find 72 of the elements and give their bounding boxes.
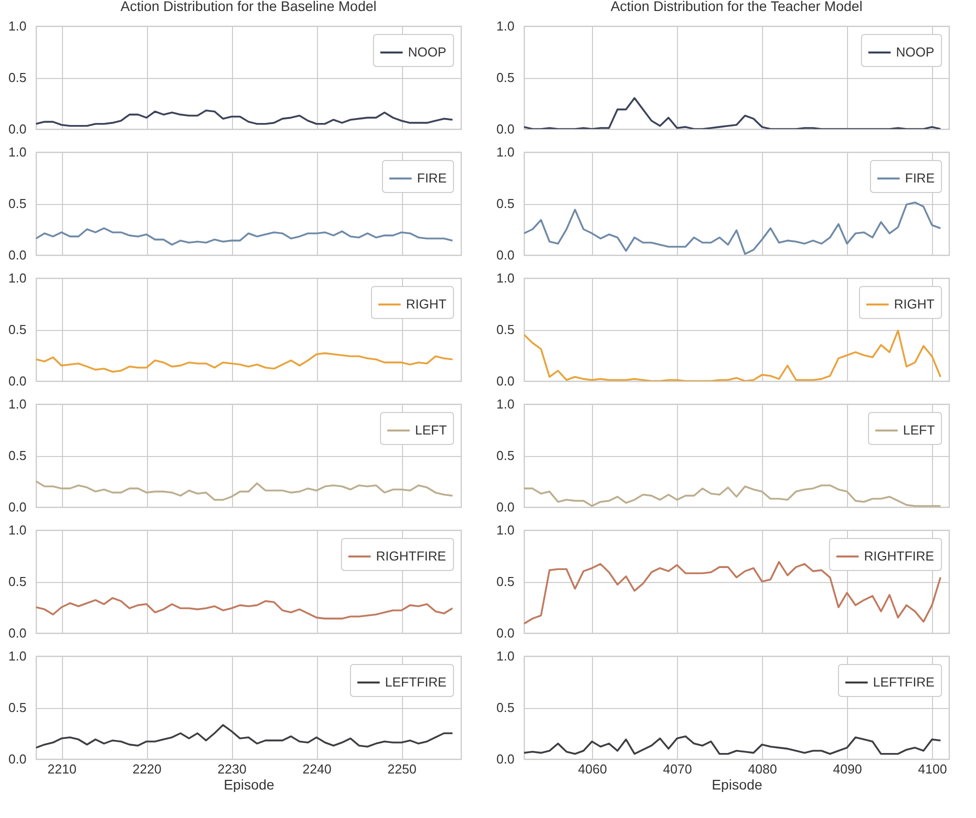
- y-tick-label: 1.0: [496, 144, 514, 160]
- y-tick-label: 1.0: [8, 522, 26, 538]
- legend-label: NOOP: [896, 44, 934, 60]
- y-tick-label: 0.5: [496, 448, 514, 463]
- line-series: [36, 480, 454, 501]
- legend-label: LEFTFIRE: [385, 674, 447, 690]
- y-tick-label: 0.5: [8, 70, 26, 85]
- y-tick-label: 1.0: [496, 270, 514, 286]
- line-series: [36, 110, 454, 127]
- legend-label: RIGHT: [894, 296, 934, 312]
- line-series: [36, 597, 454, 620]
- y-tick-label: 0.0: [8, 248, 26, 262]
- y-tick-label: 0.0: [8, 626, 26, 640]
- chart-title: Action Distribution for the Baseline Model: [120, 0, 377, 14]
- line-series: [524, 97, 942, 129]
- y-tick-label: 1.0: [8, 396, 26, 412]
- line-series: [36, 227, 454, 246]
- y-tick-label: 0.0: [8, 122, 26, 136]
- y-tick-label: 0.0: [496, 500, 514, 514]
- y-tick-label: 0.0: [496, 752, 514, 766]
- legend-label: FIRE: [905, 170, 935, 186]
- x-tick-label: 2230: [218, 762, 246, 776]
- x-tick-label: 4060: [578, 762, 607, 776]
- y-tick-label: 1.0: [8, 648, 26, 664]
- y-tick-label: 1.0: [496, 396, 514, 412]
- chart-title: Action Distribution for the Teacher Model: [610, 0, 862, 14]
- y-tick-label: 0.5: [496, 196, 514, 211]
- line-series: [524, 484, 942, 507]
- line-series: [524, 202, 942, 255]
- line-series: [524, 561, 942, 625]
- y-tick-label: 0.0: [8, 374, 26, 388]
- x-tick-label: 2220: [132, 762, 162, 776]
- y-tick-label: 0.5: [8, 574, 26, 589]
- y-tick-label: 1.0: [496, 18, 514, 34]
- y-tick-label: 0.5: [496, 700, 514, 715]
- legend-label: LEFT: [415, 422, 447, 438]
- y-tick-label: 0.0: [496, 122, 514, 136]
- line-series: [524, 735, 942, 755]
- x-tick-label: 4070: [663, 762, 692, 776]
- x-tick-label: 4100: [918, 762, 947, 776]
- y-tick-label: 0.0: [496, 248, 514, 262]
- y-tick-label: 0.5: [496, 322, 514, 337]
- y-tick-label: 0.5: [8, 700, 26, 715]
- y-tick-label: 0.5: [8, 322, 26, 337]
- x-tick-label: 2250: [388, 762, 416, 776]
- legend-label: NOOP: [408, 44, 446, 60]
- y-tick-label: 1.0: [8, 18, 26, 34]
- x-tick-label: 2210: [48, 762, 76, 776]
- x-tick-label: 2240: [302, 762, 332, 776]
- legend-label: RIGHT: [406, 296, 446, 312]
- y-tick-label: 0.5: [8, 448, 26, 463]
- y-tick-label: 0.5: [8, 196, 26, 211]
- y-tick-label: 0.5: [496, 574, 514, 589]
- y-tick-label: 1.0: [496, 648, 514, 664]
- legend-label: RIGHTFIRE: [864, 548, 934, 564]
- y-tick-label: 0.5: [496, 70, 514, 85]
- y-tick-label: 0.0: [496, 374, 514, 388]
- y-tick-label: 1.0: [496, 522, 514, 538]
- legend-label: RIGHTFIRE: [376, 548, 446, 564]
- line-series: [36, 724, 454, 749]
- y-tick-label: 1.0: [8, 270, 26, 286]
- line-series: [36, 352, 454, 373]
- y-tick-label: 1.0: [8, 144, 26, 160]
- y-tick-label: 0.0: [8, 500, 26, 514]
- x-tick-label: 4080: [748, 762, 777, 776]
- legend-label: FIRE: [417, 170, 447, 186]
- y-tick-label: 0.0: [496, 626, 514, 640]
- legend-label: LEFTFIRE: [873, 674, 935, 690]
- y-tick-label: 0.0: [8, 752, 26, 766]
- x-tick-label: 4090: [833, 762, 862, 776]
- line-series: [524, 330, 942, 381]
- legend-label: LEFT: [903, 422, 935, 438]
